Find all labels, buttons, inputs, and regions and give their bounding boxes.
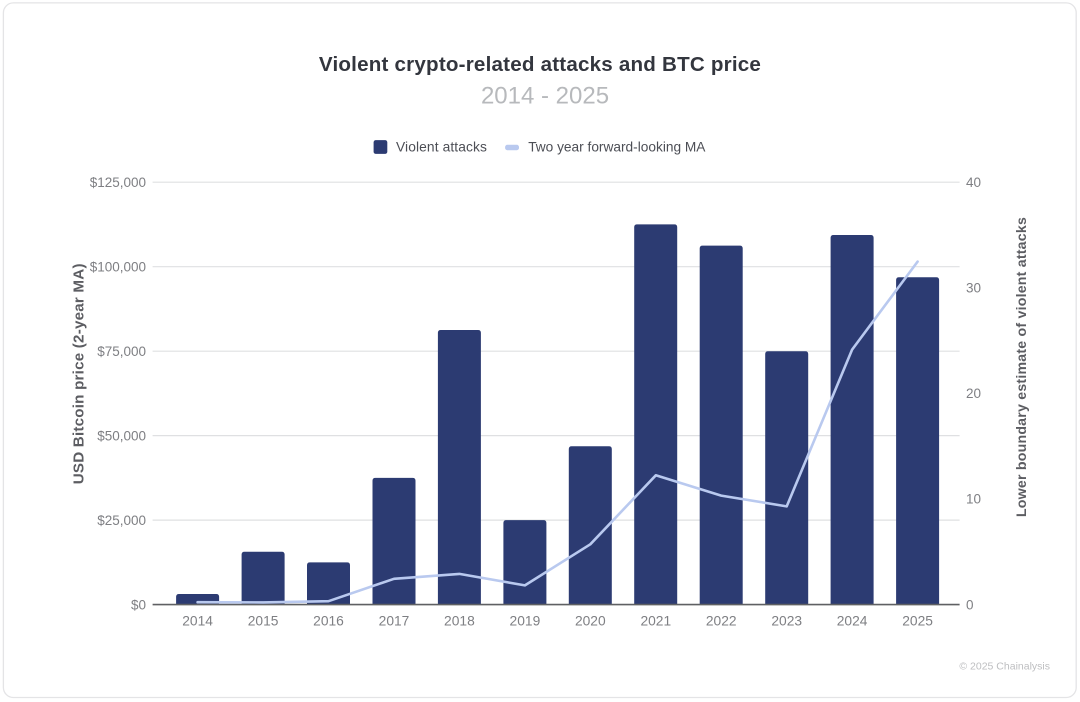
- svg-text:USD Bitcoin price (2-year MA): USD Bitcoin price (2-year MA): [70, 263, 87, 484]
- svg-text:$50,000: $50,000: [97, 428, 146, 443]
- svg-text:2014 - 2025: 2014 - 2025: [481, 83, 609, 110]
- svg-text:2014: 2014: [182, 613, 213, 628]
- svg-text:2025: 2025: [902, 613, 933, 628]
- svg-text:0: 0: [966, 597, 974, 612]
- svg-text:$0: $0: [131, 597, 146, 612]
- svg-text:2016: 2016: [313, 613, 344, 628]
- svg-text:Lower boundary estimate of vio: Lower boundary estimate of violent attac…: [1014, 217, 1030, 517]
- svg-text:2019: 2019: [510, 613, 541, 628]
- svg-text:10: 10: [966, 492, 981, 507]
- svg-text:Violent attacks: Violent attacks: [396, 139, 487, 154]
- svg-text:$75,000: $75,000: [97, 344, 146, 359]
- svg-text:20: 20: [966, 386, 981, 401]
- svg-text:$125,000: $125,000: [90, 175, 146, 190]
- svg-text:2015: 2015: [248, 613, 279, 628]
- svg-text:2020: 2020: [575, 613, 606, 628]
- svg-text:40: 40: [966, 175, 981, 190]
- svg-text:2017: 2017: [379, 613, 410, 628]
- svg-text:Two year forward-looking MA: Two year forward-looking MA: [528, 139, 706, 154]
- svg-text:© 2025 Chainalysis: © 2025 Chainalysis: [959, 661, 1050, 673]
- svg-text:2022: 2022: [706, 613, 737, 628]
- svg-text:2024: 2024: [837, 613, 868, 628]
- svg-text:$25,000: $25,000: [97, 513, 146, 528]
- svg-text:2023: 2023: [771, 613, 802, 628]
- svg-text:$100,000: $100,000: [90, 259, 146, 274]
- svg-text:2018: 2018: [444, 613, 475, 628]
- svg-text:Violent crypto-related attacks: Violent crypto-related attacks and BTC p…: [319, 53, 761, 76]
- svg-text:2021: 2021: [640, 613, 671, 628]
- svg-text:30: 30: [966, 281, 981, 296]
